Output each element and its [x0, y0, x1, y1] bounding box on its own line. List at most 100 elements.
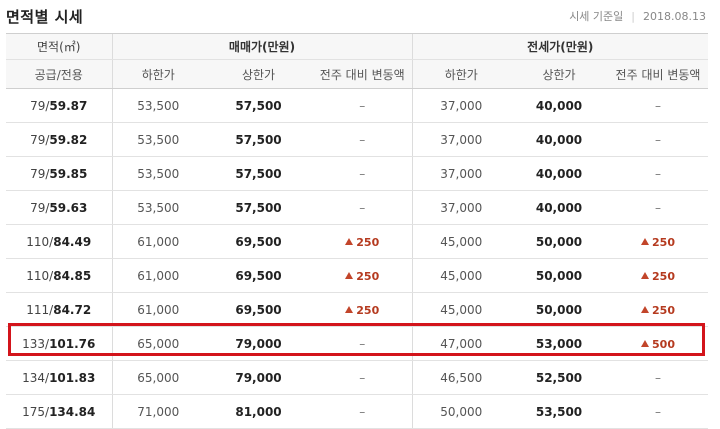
exclusive-area: 84.85 [53, 268, 92, 283]
base-date: 2018.08.13 [643, 10, 706, 23]
increase-value: 250 [345, 304, 379, 317]
sale-change-cell: – [313, 156, 412, 191]
supply-area: 79/ [30, 200, 50, 215]
increase-value: 250 [641, 304, 675, 317]
sub-header-row: 공급/전용 하한가 상한가 전주 대비 변동액 하한가 상한가 전주 대비 변동… [6, 59, 709, 89]
up-arrow-icon [641, 305, 650, 313]
sale-change-header: 전주 대비 변동액 [313, 59, 412, 89]
sale-low-cell: 53,500 [111, 156, 204, 191]
supply-area: 111/ [26, 302, 54, 317]
jeonse-high-cell: 53,000 [510, 326, 608, 361]
jeonse-low-cell: 46,500 [411, 360, 510, 395]
sale-high-cell: 79,000 [204, 326, 313, 361]
table-row: 79/59.63 53,500 57,500–37,000 40,000– [6, 190, 709, 225]
area-cell: 111/84.72 [6, 292, 112, 327]
increase-value: 250 [641, 270, 675, 283]
jeonse-change-cell: – [608, 88, 709, 123]
jeonse-low-cell: 45,000 [411, 258, 510, 293]
area-cell: 79/59.85 [6, 156, 112, 191]
exclusive-area: 59.63 [49, 200, 88, 215]
sale-low-header: 하한가 [111, 59, 204, 89]
base-date-info: 시세 기준일 | 2018.08.13 [569, 8, 706, 24]
sale-high-cell: 69,500 [204, 258, 313, 293]
table-row: 111/84.72 61,000 69,500 250 45,000 50,000 250 [6, 292, 709, 327]
jeonse-change-cell: – [608, 394, 709, 429]
sale-low-cell: 65,000 [111, 360, 204, 395]
sale-high-cell: 57,500 [204, 122, 313, 157]
sale-change-cell: 250 [313, 224, 412, 259]
area-cell: 110/84.85 [6, 258, 112, 293]
up-arrow-icon [641, 237, 650, 245]
jeonse-low-cell: 37,000 [411, 190, 510, 225]
sale-low-cell: 61,000 [111, 224, 204, 259]
sale-low-cell: 53,500 [111, 122, 204, 157]
sale-high-cell: 57,500 [204, 156, 313, 191]
sale-low-cell: 61,000 [111, 258, 204, 293]
jeonse-change-header: 전주 대비 변동액 [608, 59, 709, 89]
jeonse-high-cell: 50,000 [510, 292, 608, 327]
supply-area: 79/ [30, 132, 50, 147]
sale-change-cell: – [313, 122, 412, 157]
jeonse-change-cell: 250 [608, 224, 709, 259]
up-arrow-icon [641, 271, 650, 279]
jeonse-low-cell: 37,000 [411, 156, 510, 191]
sale-change-cell: 250 [313, 258, 412, 293]
area-cell: 79/59.87 [6, 88, 112, 123]
exclusive-area: 59.87 [49, 98, 88, 113]
area-cell: 79/59.82 [6, 122, 112, 157]
jeonse-low-cell: 45,000 [411, 224, 510, 259]
jeonse-change-cell: 500 [608, 326, 709, 361]
sale-high-header: 상한가 [204, 59, 313, 89]
sale-change-cell: 250 [313, 292, 412, 327]
increase-value: 500 [641, 338, 675, 351]
jeonse-high-cell: 40,000 [510, 156, 608, 191]
table-row: 110/84.49 61,000 69,500 250 45,000 50,000 250 [6, 224, 709, 259]
sale-high-cell: 57,500 [204, 190, 313, 225]
jeonse-change-cell: – [608, 122, 709, 157]
area-cell: 133/101.76 [6, 326, 112, 361]
base-date-label: 시세 기준일 [569, 10, 624, 23]
sale-high-cell: 69,500 [204, 224, 313, 259]
table-row: 79/59.87 53,500 57,500–37,000 40,000– [6, 88, 709, 123]
jeonse-change-cell: – [608, 360, 709, 395]
area-cell: 175/134.84 [6, 394, 112, 429]
area-sub-header: 공급/전용 [6, 59, 112, 89]
jeonse-change-cell: 250 [608, 292, 709, 327]
table-row: 175/134.84 71,000 81,000–50,000 53,500– [6, 394, 709, 429]
jeonse-high-cell: 40,000 [510, 190, 608, 225]
table-row: 134/101.83 65,000 79,000–46,500 52,500– [6, 360, 709, 395]
section-header: 면적별 시세 시세 기준일 | 2018.08.13 [0, 0, 720, 30]
table-row: 79/59.85 53,500 57,500–37,000 40,000– [6, 156, 709, 191]
table-row: 110/84.85 61,000 69,500 250 45,000 50,000 250 [6, 258, 709, 293]
sale-high-cell: 79,000 [204, 360, 313, 395]
price-table: 면적(㎡) 매매가(만원) 전세가(만원) 공급/전용 하한가 상한가 전주 대… [6, 33, 709, 429]
sale-low-cell: 53,500 [111, 88, 204, 123]
supply-area: 175/ [22, 404, 50, 419]
page-title: 면적별 시세 [6, 8, 84, 26]
jeonse-change-cell: – [608, 190, 709, 225]
increase-value: 250 [345, 236, 379, 249]
sale-change-cell: – [313, 190, 412, 225]
table-row: 133/101.76 65,000 79,000–47,000 53,000 500 [6, 326, 709, 361]
jeonse-low-cell: 37,000 [411, 88, 510, 123]
sale-low-cell: 71,000 [111, 394, 204, 429]
jeonse-high-header: 상한가 [510, 59, 608, 89]
jeonse-high-cell: 52,500 [510, 360, 608, 395]
sale-low-cell: 61,000 [111, 292, 204, 327]
jeonse-high-cell: 53,500 [510, 394, 608, 429]
jeonse-high-cell: 50,000 [510, 224, 608, 259]
sale-change-cell: – [313, 88, 412, 123]
sale-high-cell: 81,000 [204, 394, 313, 429]
increase-value: 250 [641, 236, 675, 249]
group-header-row: 면적(㎡) 매매가(만원) 전세가(만원) [6, 33, 709, 60]
sale-low-cell: 53,500 [111, 190, 204, 225]
exclusive-area: 84.72 [53, 302, 92, 317]
exclusive-area: 101.76 [49, 336, 96, 351]
jeonse-high-cell: 50,000 [510, 258, 608, 293]
jeonse-high-cell: 40,000 [510, 122, 608, 157]
jeonse-low-cell: 37,000 [411, 122, 510, 157]
jeonse-low-cell: 45,000 [411, 292, 510, 327]
jeonse-low-header: 하한가 [411, 59, 510, 89]
supply-area: 133/ [22, 336, 50, 351]
jeonse-group-header: 전세가(만원) [411, 33, 709, 60]
